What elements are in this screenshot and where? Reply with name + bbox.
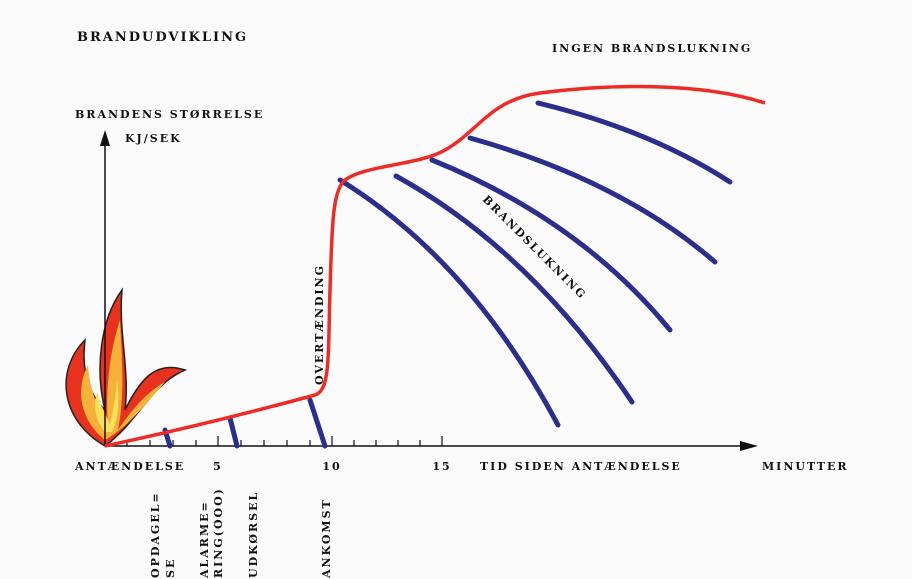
arrowhead	[740, 441, 758, 451]
title: BRANDUDVIKLING	[77, 30, 248, 45]
event-label: ALARME=	[198, 500, 211, 579]
axes	[104, 140, 745, 447]
event-label: ANKOMST	[320, 498, 333, 579]
annotation: OVERTÆNDING	[313, 264, 326, 385]
event-label: UDKØRSEL	[247, 491, 260, 578]
y-axis-unit: KJ/SEK	[125, 132, 182, 145]
x-tick-label: 15	[432, 460, 451, 473]
x-origin-label: ANTÆNDELSE	[74, 460, 185, 473]
fire-curve	[104, 84, 766, 448]
extinguishing-curves	[162, 100, 733, 449]
flame-icon	[65, 287, 188, 447]
x-axis-unit: MINUTTER	[762, 460, 848, 473]
event-label: RING(OOO)	[212, 487, 225, 578]
annotation: INGEN BRANDSLUKNING	[552, 42, 752, 55]
event-label: OPDAGEL=	[149, 491, 162, 578]
x-axis-label: TID SIDEN ANTÆNDELSE	[480, 460, 682, 473]
x-tick-label: 5	[213, 460, 223, 473]
event-label: SE	[164, 558, 177, 578]
y-axis-label: BRANDENS STØRRELSE	[75, 108, 264, 121]
arrowhead	[100, 130, 110, 146]
event-labels: OPDAGEL= SE ALARME= RING(OOO) UDKØRSEL A…	[149, 487, 333, 579]
x-tick-label: 10	[322, 460, 341, 473]
